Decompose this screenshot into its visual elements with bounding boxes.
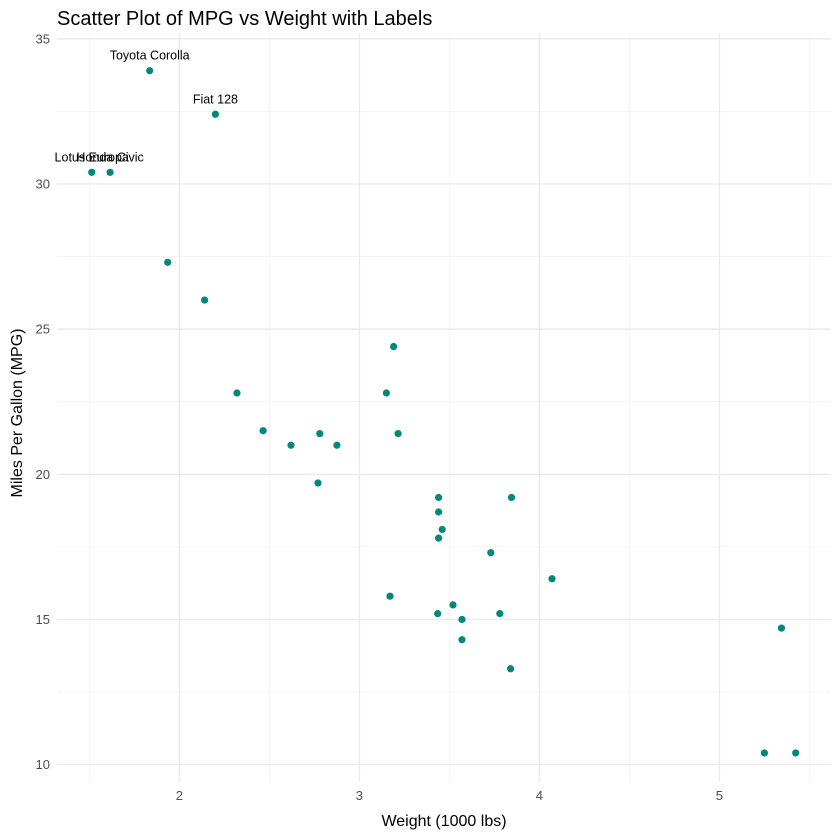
data-point <box>382 389 390 397</box>
data-point <box>88 168 96 176</box>
y-tick-label: 25 <box>36 322 50 337</box>
tick-labels: 2 3 4 5 10 15 20 25 30 35 <box>36 31 723 803</box>
data-point <box>106 168 114 176</box>
y-tick-label: 35 <box>36 31 50 46</box>
x-axis-title: Weight (1000 lbs) <box>381 813 506 830</box>
data-point <box>548 575 556 583</box>
y-tick-label: 10 <box>36 757 50 772</box>
x-tick-label: 2 <box>176 788 183 803</box>
data-point <box>333 441 341 449</box>
grid <box>57 33 831 782</box>
data-point <box>201 296 209 304</box>
data-point <box>458 636 466 644</box>
x-tick-label: 5 <box>716 788 723 803</box>
data-point <box>394 430 402 438</box>
y-axis-title: Miles Per Gallon (MPG) <box>9 329 26 498</box>
x-tick-label: 4 <box>536 788 543 803</box>
data-point <box>390 342 398 351</box>
data-point <box>386 592 394 600</box>
y-tick-label: 20 <box>36 467 50 482</box>
data-point <box>458 615 466 624</box>
data-point <box>314 479 322 487</box>
point-label: Honda Civic <box>76 150 143 164</box>
data-point <box>434 610 442 618</box>
point-label: Toyota Corolla <box>110 49 190 63</box>
data-point <box>211 110 219 118</box>
data-point <box>496 610 504 618</box>
data-point <box>233 389 241 397</box>
point-labels: Fiat 128 Honda Civic Toyota Corolla Lotus E… <box>55 49 238 165</box>
data-point <box>435 508 443 516</box>
data-point <box>438 525 446 534</box>
y-tick-label: 15 <box>36 612 50 627</box>
data-point <box>777 624 786 632</box>
data-point <box>164 258 172 266</box>
data-point <box>507 493 516 502</box>
data-point <box>792 749 800 757</box>
data-point <box>287 441 295 449</box>
data-point <box>760 749 769 757</box>
point-label: Fiat 128 <box>193 92 238 106</box>
data-point <box>316 430 324 438</box>
data-point <box>435 534 443 542</box>
data-point <box>435 493 443 502</box>
data-points <box>88 67 800 757</box>
data-point <box>259 427 267 435</box>
x-tick-label: 3 <box>356 788 363 803</box>
data-point <box>507 665 515 673</box>
chart-title: Scatter Plot of MPG vs Weight with Label… <box>57 8 432 30</box>
point-label: Lotus Europa <box>55 150 129 164</box>
data-point <box>449 601 457 609</box>
y-tick-label: 30 <box>36 176 50 191</box>
data-point <box>146 67 154 75</box>
data-point <box>487 549 495 557</box>
